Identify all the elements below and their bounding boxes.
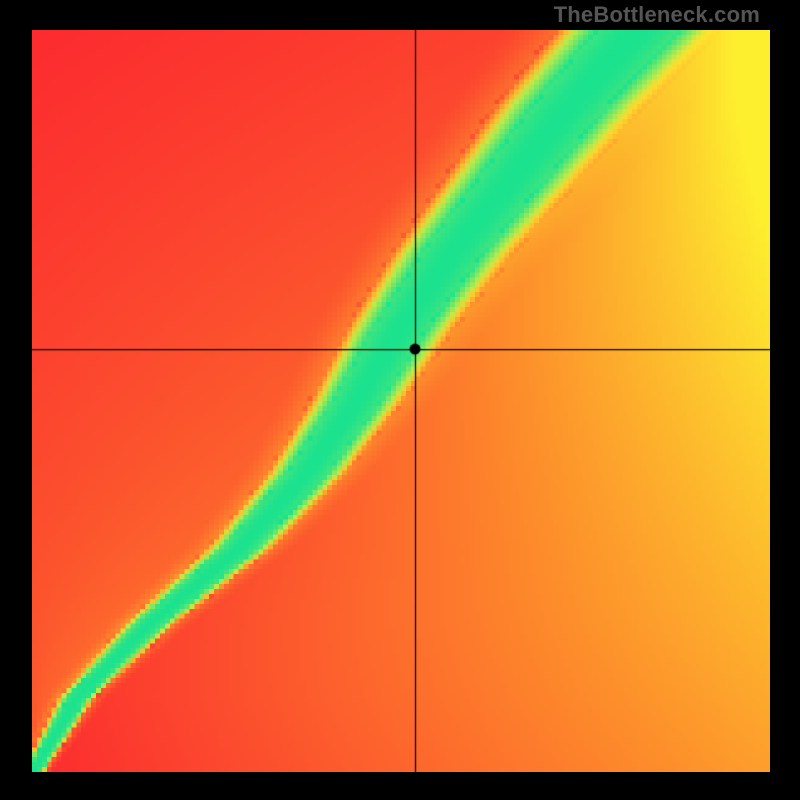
- attribution-text: TheBottleneck.com: [554, 2, 760, 28]
- overlay-canvas: [0, 0, 800, 800]
- chart-container: TheBottleneck.com: [0, 0, 800, 800]
